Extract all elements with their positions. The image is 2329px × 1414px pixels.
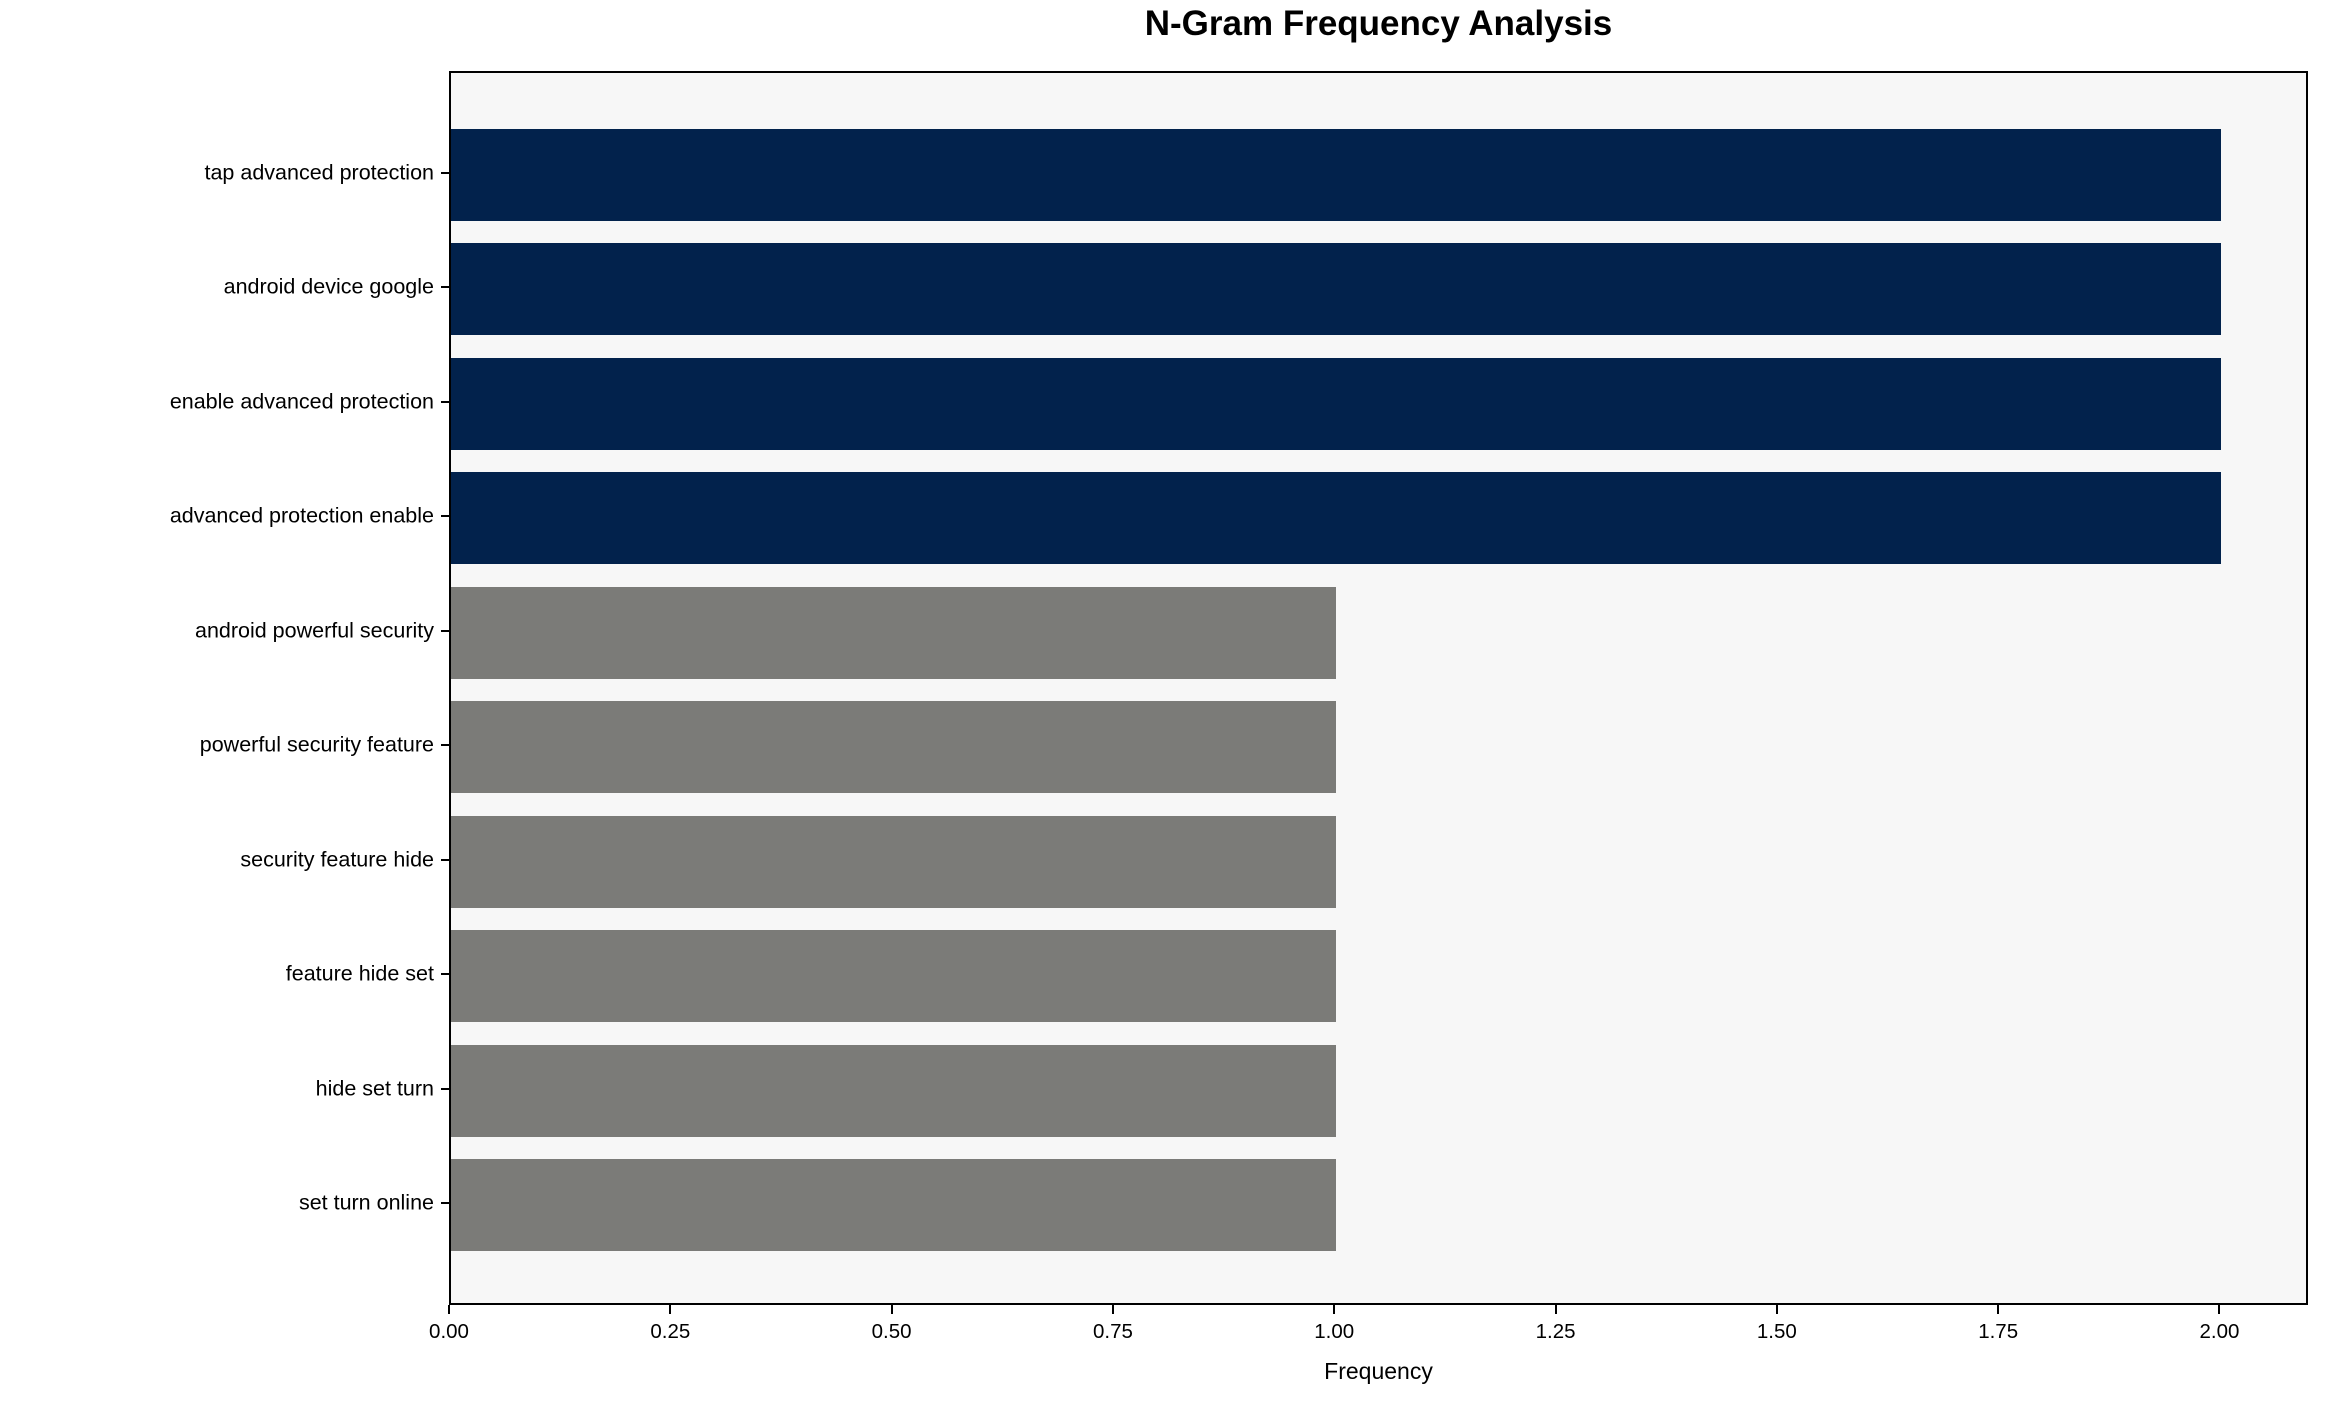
x-tick-mark <box>1333 1305 1336 1314</box>
bar-enable-advanced-protection <box>451 357 2222 450</box>
y-tick-label: set turn online <box>298 1190 434 1215</box>
x-tick-mark <box>2218 1305 2221 1314</box>
y-tick-mark <box>441 286 449 289</box>
x-tick-label: 1.00 <box>1314 1320 1355 1343</box>
y-tick-label: powerful security feature <box>199 732 434 757</box>
y-tick-label: security feature hide <box>240 847 434 872</box>
bar-advanced-protection-enable <box>451 472 2222 565</box>
bar-feature-hide-set <box>451 930 1337 1023</box>
y-tick-mark <box>441 171 449 174</box>
x-tick-label: 1.50 <box>1756 1320 1797 1343</box>
x-tick-mark <box>1997 1305 2000 1314</box>
x-tick-mark <box>669 1305 672 1314</box>
y-tick-label: android device google <box>223 274 434 299</box>
x-tick-label: 0.50 <box>871 1320 912 1343</box>
x-tick-label: 1.25 <box>1535 1320 1576 1343</box>
y-tick-label: android powerful security <box>194 618 434 643</box>
y-tick-mark <box>441 629 449 632</box>
plot-area <box>449 71 2308 1305</box>
y-tick-mark <box>441 515 449 518</box>
x-tick-label: 0.75 <box>1092 1320 1133 1343</box>
y-tick-label: advanced protection enable <box>169 503 434 528</box>
bar-hide-set-turn <box>451 1044 1337 1137</box>
x-tick-mark <box>890 1305 893 1314</box>
x-tick-label: 0.00 <box>429 1320 469 1343</box>
y-tick-mark <box>441 1087 449 1090</box>
y-tick-mark <box>441 744 449 747</box>
bar-powerful-security-feature <box>451 701 1337 794</box>
chart-title: N-Gram Frequency Analysis <box>1144 4 1613 43</box>
bar-android-powerful-security <box>451 586 1337 679</box>
y-tick-label: hide set turn <box>315 1076 434 1101</box>
x-tick-label: 0.25 <box>650 1320 691 1343</box>
x-tick-label: 1.75 <box>1978 1320 2019 1343</box>
x-tick-mark <box>448 1305 450 1314</box>
y-tick-mark <box>441 973 449 976</box>
bar-set-turn-online <box>451 1159 1337 1252</box>
x-tick-mark <box>1554 1305 1557 1314</box>
bar-android-device-google <box>451 243 2222 336</box>
x-tick-mark <box>1111 1305 1114 1314</box>
y-tick-label: feature hide set <box>285 961 434 986</box>
x-tick-mark <box>1775 1305 1778 1314</box>
y-tick-label: enable advanced protection <box>169 389 434 414</box>
bar-tap-advanced-protection <box>451 128 2222 221</box>
y-tick-mark <box>441 400 449 403</box>
x-axis-title: Frequency <box>1324 1358 1433 1384</box>
y-tick-mark <box>441 858 449 861</box>
y-tick-label: tap advanced protection <box>204 160 435 185</box>
y-tick-mark <box>441 1202 449 1205</box>
x-tick-label: 2.00 <box>2199 1320 2240 1343</box>
bar-security-feature-hide <box>451 815 1337 908</box>
